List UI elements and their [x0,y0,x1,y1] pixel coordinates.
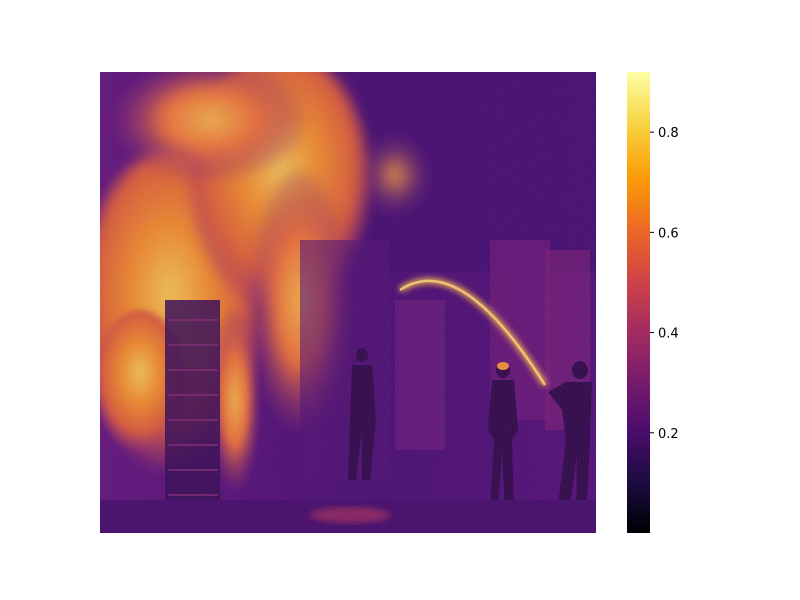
colorbar [627,72,650,533]
colorbar-tick-label: 0.4 [658,327,679,342]
colorbar-tick-label: 0.2 [658,427,679,442]
heatmap-image [100,72,596,533]
heatmap-texture [100,72,596,533]
colorbar-tick-label: 0.6 [658,226,679,241]
colorbar-tick-label: 0.8 [658,126,679,141]
colorbar-fill [627,72,650,533]
colorbar-ticks: 0.2 0.4 0.6 0.8 [650,126,679,442]
